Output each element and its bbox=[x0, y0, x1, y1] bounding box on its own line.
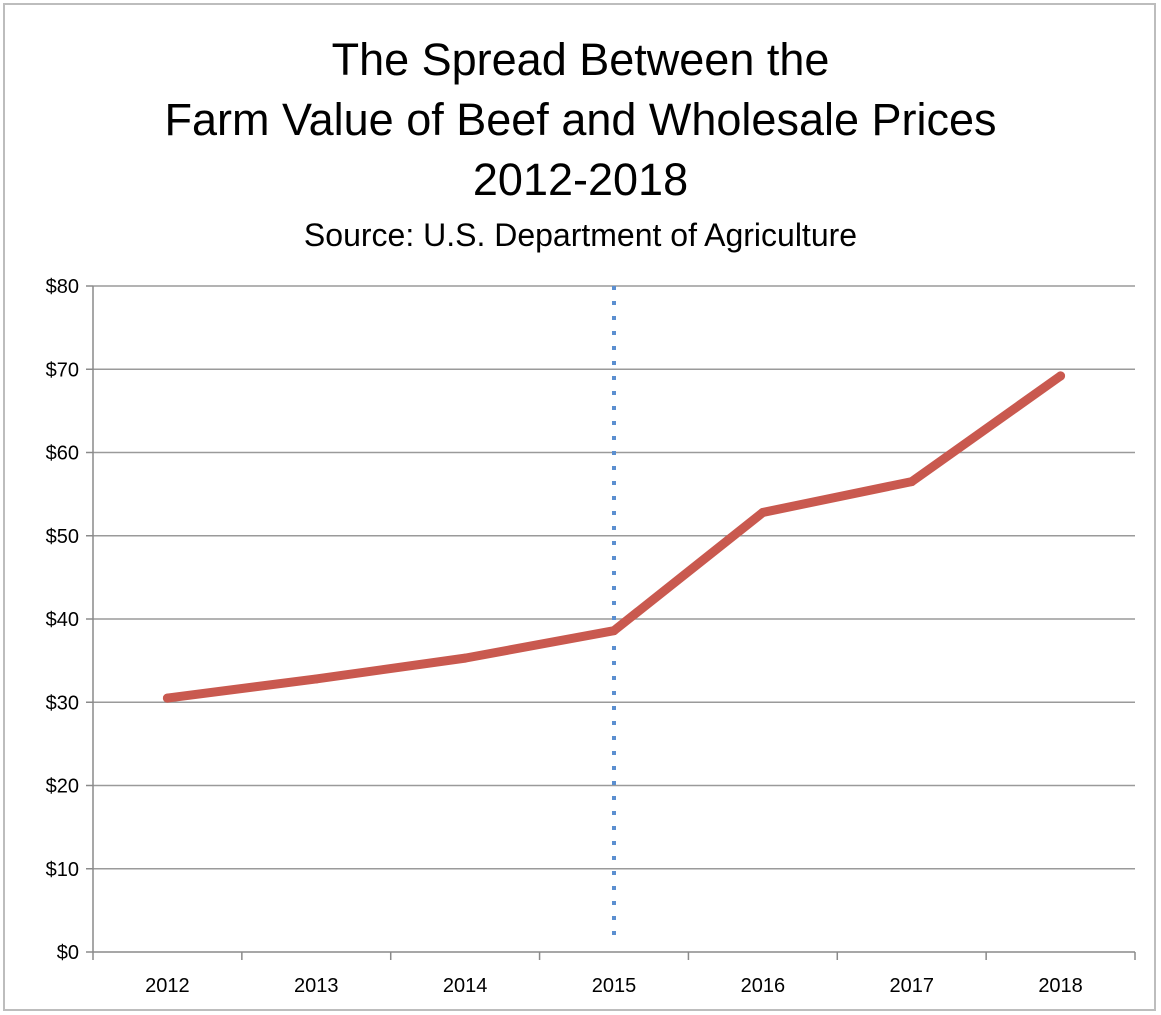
data-point bbox=[311, 674, 321, 684]
y-tick-label: $70 bbox=[46, 359, 79, 381]
data-point bbox=[907, 477, 917, 487]
x-tick-label: 2013 bbox=[294, 975, 339, 997]
chart-title-line-3: 2012-2018 bbox=[472, 154, 689, 205]
axes bbox=[86, 285, 1136, 960]
y-tick-label: $80 bbox=[46, 276, 79, 298]
y-tick-label: $40 bbox=[46, 609, 79, 631]
chart-header: The Spread Between the Farm Value of Bee… bbox=[0, 30, 1161, 258]
y-tick-label: $20 bbox=[46, 776, 79, 798]
x-tick-label: 2014 bbox=[443, 975, 488, 997]
x-tick-label: 2017 bbox=[889, 975, 934, 997]
data-point bbox=[460, 653, 470, 663]
chart-title-line-2: Farm Value of Beef and Wholesale Prices bbox=[164, 94, 997, 145]
gridlines bbox=[93, 285, 1135, 870]
chart-subtitle: Source: U.S. Department of Agriculture bbox=[303, 217, 858, 253]
y-tick-label: $10 bbox=[46, 859, 79, 881]
x-tick-label: 2012 bbox=[145, 975, 190, 997]
data-point bbox=[162, 693, 172, 703]
chart-title-line-1: The Spread Between the bbox=[331, 34, 830, 85]
y-tick-label: $50 bbox=[46, 526, 79, 548]
y-tick-label: $0 bbox=[57, 942, 79, 964]
x-tick-labels: 2012 2013 2014 2015 2016 2017 2018 bbox=[145, 975, 1083, 997]
chart-frame bbox=[3, 3, 1156, 1011]
x-tick-label: 2015 bbox=[592, 975, 637, 997]
y-tick-label: $30 bbox=[46, 692, 79, 714]
data-point bbox=[758, 507, 768, 517]
x-tick-label: 2016 bbox=[741, 975, 786, 997]
x-tick-label: 2018 bbox=[1038, 975, 1083, 997]
data-point bbox=[1056, 371, 1066, 381]
y-tick-label: $60 bbox=[46, 443, 79, 465]
series-group bbox=[162, 371, 1066, 703]
y-tick-labels: $0 $10 $20 $30 $40 $50 $60 $70 $80 bbox=[46, 276, 79, 964]
data-point bbox=[609, 626, 619, 636]
